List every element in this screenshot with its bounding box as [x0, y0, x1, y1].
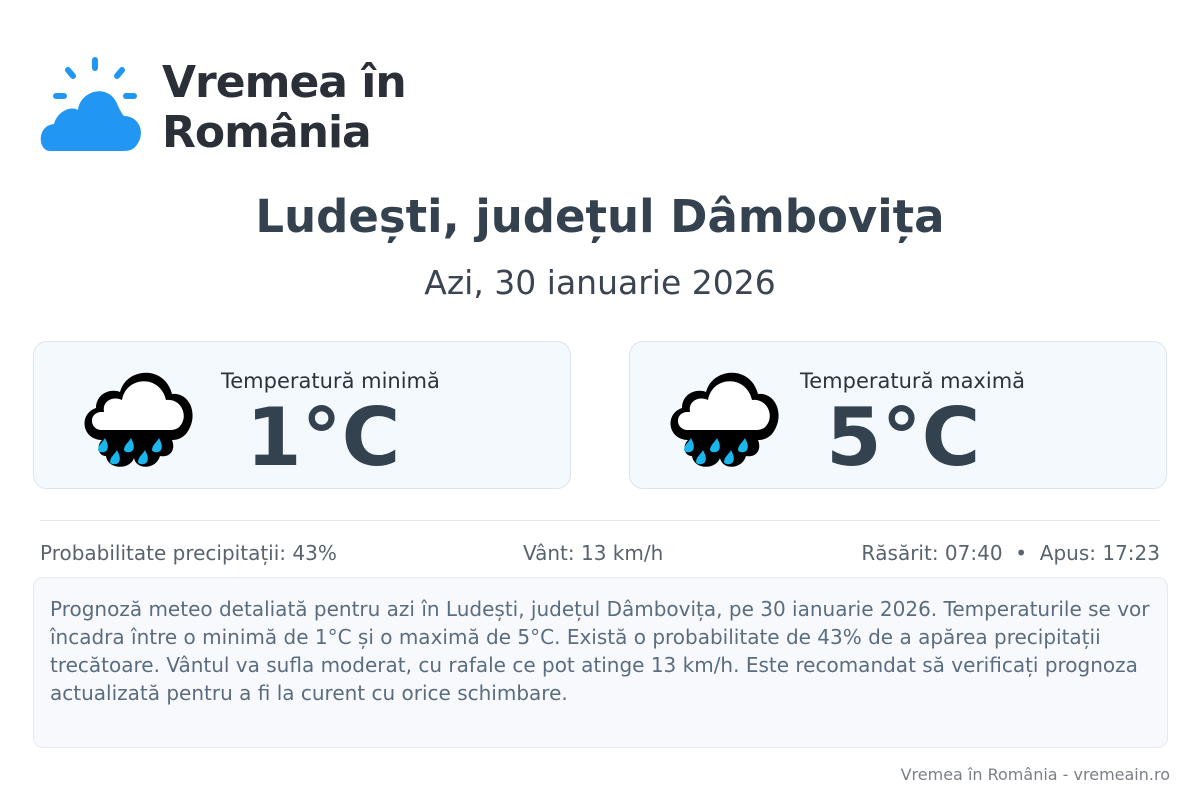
min-temp-label: Temperatură minimă: [221, 369, 440, 393]
min-temp-value: 1°C: [246, 391, 401, 484]
page-title: Ludești, județul Dâmbovița: [255, 190, 945, 243]
wind-stat: Vânt: 13 km/h: [523, 541, 664, 565]
forecast-description: Prognoză meteo detaliată pentru azi în L…: [33, 577, 1168, 748]
footer-credit: Vremea în România - vremeain.ro: [900, 765, 1170, 784]
precipitation-stat: Probabilitate precipitații: 43%: [40, 541, 337, 565]
sun-cloud-logo-icon: [40, 57, 141, 151]
min-temp-card: Temperatură minimă 1°C: [33, 341, 571, 489]
max-temp-label: Temperatură maximă: [800, 369, 1026, 393]
brand-line1: Vremea în: [162, 57, 407, 108]
sunrise-sunset-stat: Răsărit: 07:40 • Apus: 17:23: [861, 541, 1160, 565]
brand-name: Vremea în România: [162, 57, 407, 158]
rain-cloud-icon: [84, 372, 193, 467]
divider: [40, 520, 1160, 521]
rain-cloud-icon: [670, 372, 779, 467]
max-temp-value: 5°C: [826, 391, 981, 484]
forecast-date: Azi, 30 ianuarie 2026: [424, 263, 776, 302]
max-temp-card: Temperatură maximă 5°C: [629, 341, 1167, 489]
brand-line2: România: [162, 107, 372, 158]
